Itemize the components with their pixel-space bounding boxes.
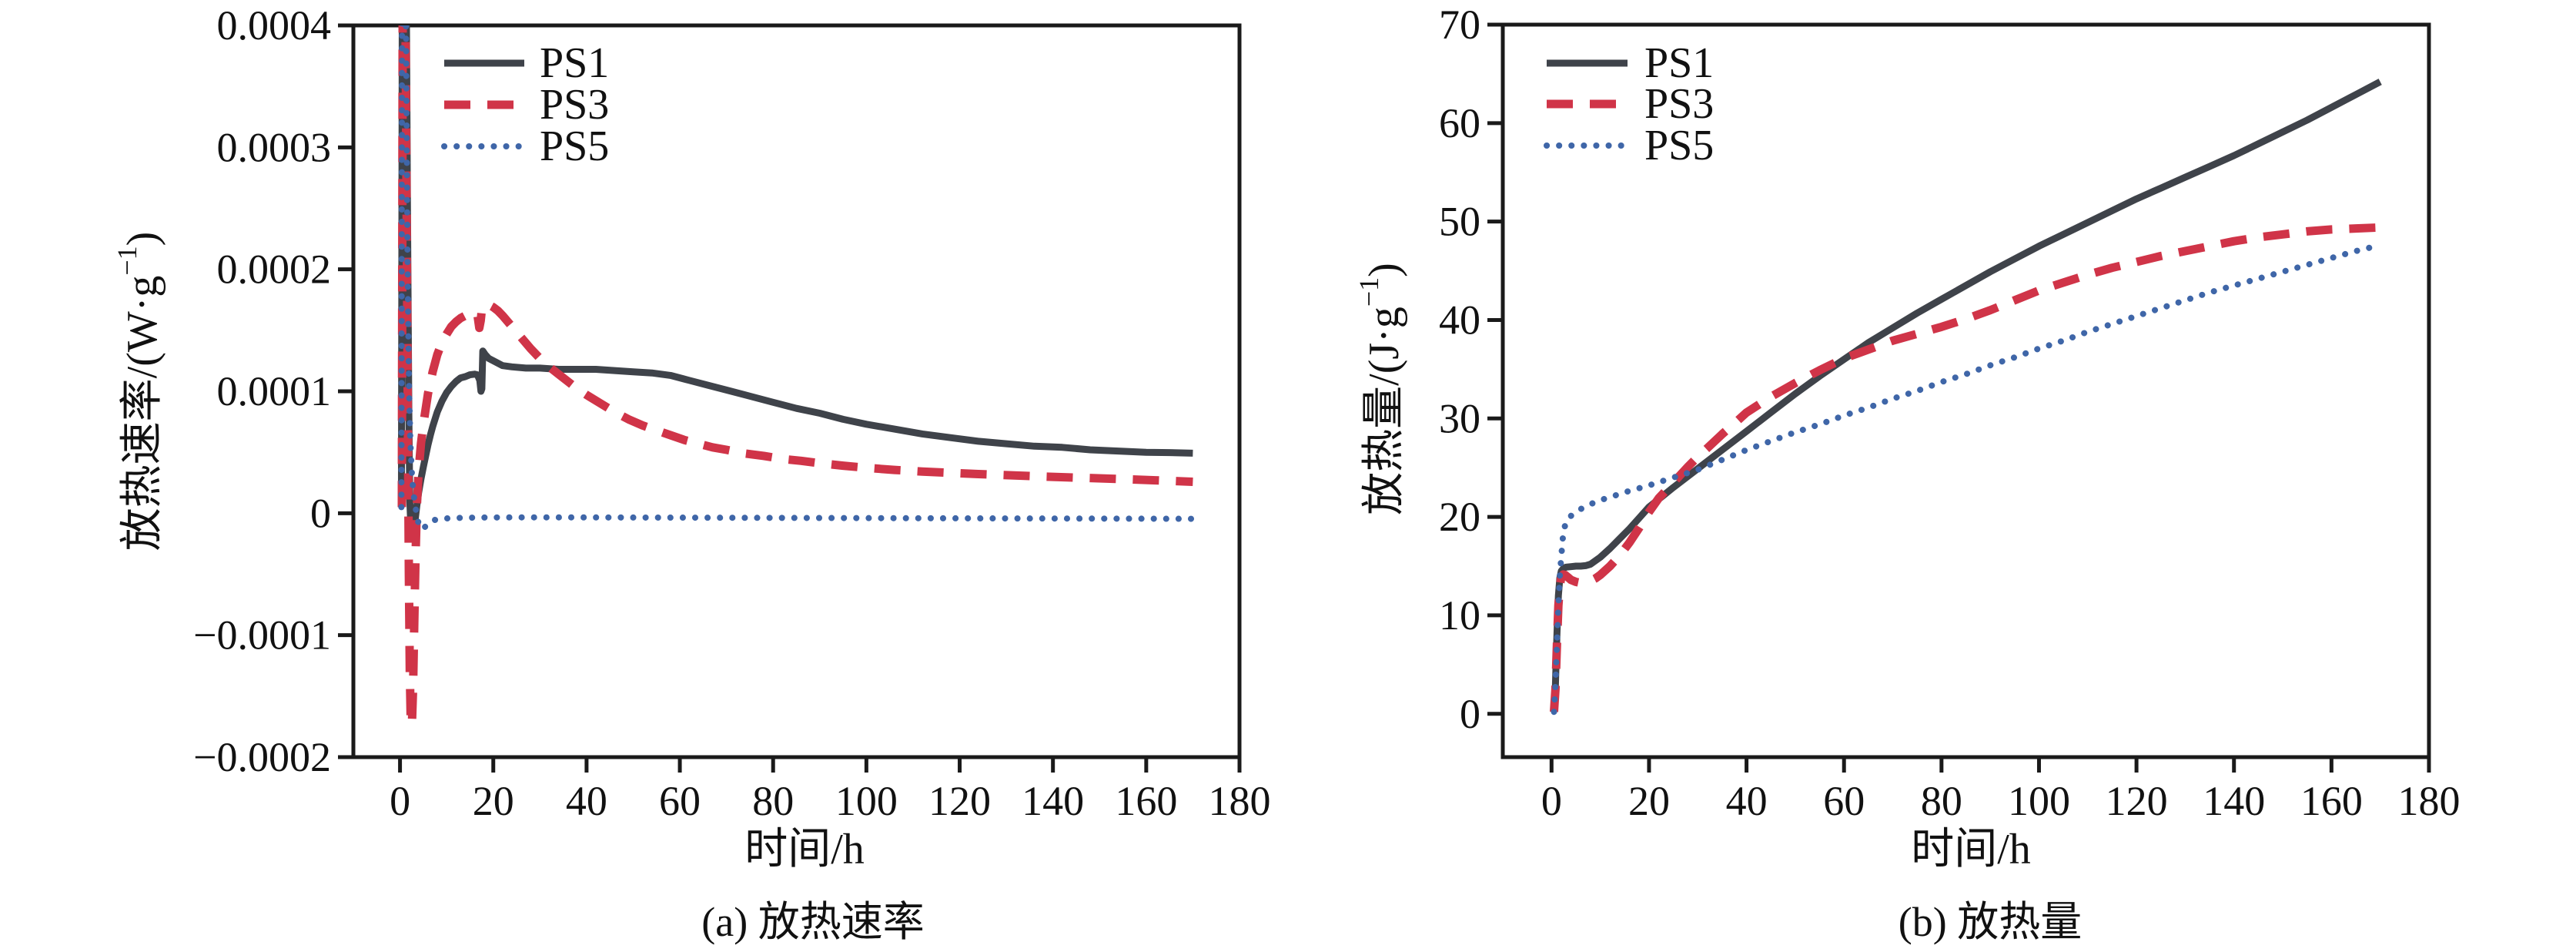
- x-tick-label: 80: [752, 778, 794, 824]
- series-ps3-line: [397, 25, 1193, 730]
- x-tick-label: 100: [835, 778, 898, 824]
- y-tick-label: −0.0001: [193, 612, 331, 659]
- series-ps1-line: [1551, 79, 2382, 712]
- x-tick-label: 120: [928, 778, 991, 824]
- x-tick-label: 20: [1628, 778, 1670, 824]
- legend-ps1-label: PS1: [1644, 39, 1714, 87]
- y-tick-label: 50: [1439, 199, 1480, 245]
- y-tick-label: 0: [310, 490, 331, 536]
- x-tick-label: 60: [659, 778, 701, 824]
- y-tick-label: 60: [1439, 100, 1480, 146]
- plot-border: [351, 23, 1242, 759]
- x-tick-label: 140: [2203, 778, 2265, 824]
- x-axis-title: 时间/h: [744, 826, 865, 873]
- x-tick-label: 40: [1726, 778, 1768, 824]
- y-tick-label: 0.0002: [217, 246, 332, 293]
- x-tick-label: 120: [2106, 778, 2168, 824]
- legend-ps1-label: PS1: [540, 39, 609, 87]
- x-tick-label: 180: [1209, 778, 1271, 824]
- x-tick-label: 40: [566, 778, 607, 824]
- series-ps3-line: [1550, 223, 2380, 712]
- legend-ps3-label: PS3: [1644, 80, 1714, 128]
- plot-border: [1500, 22, 2431, 759]
- series-ps5-line: [398, 25, 1196, 532]
- legend-ps3-label: PS3: [540, 81, 609, 129]
- y-tick-label: 40: [1439, 297, 1480, 343]
- legend-ps5-label: PS5: [540, 122, 609, 170]
- y-tick-label: −0.0002: [193, 734, 331, 780]
- caption-b: (b) 放热量: [1899, 899, 2082, 945]
- y-axis-title: 放热速率/(W·g−1): [112, 232, 166, 551]
- x-tick-label: 20: [473, 778, 514, 824]
- y-tick-label: 20: [1439, 494, 1480, 540]
- y-tick-label: 70: [1439, 2, 1480, 48]
- chart-b: 0 20 40 60 80 100 120 140 160 180706050403020100P…: [1353, 2, 2461, 945]
- x-tick-label: 60: [1823, 778, 1865, 824]
- y-tick-label: 30: [1439, 395, 1480, 441]
- y-tick-label: 0.0001: [217, 368, 332, 414]
- y-tick-label: 0.0003: [217, 124, 332, 170]
- caption-a: (a) 放热速率: [701, 899, 924, 945]
- y-tick-label: 10: [1439, 592, 1480, 639]
- x-tick-label: 0: [390, 778, 410, 824]
- x-tick-label: 140: [1022, 778, 1084, 824]
- x-axis-title: 时间/h: [1911, 826, 2031, 873]
- legend-ps5-label: PS5: [1644, 122, 1714, 169]
- x-tick-label: 180: [2398, 778, 2461, 824]
- y-tick-label: 0: [1460, 691, 1480, 737]
- y-tick-label: 0.0004: [217, 2, 332, 49]
- y-axis-title: 放热量/(J·g−1): [1353, 263, 1408, 515]
- x-tick-label: 80: [1921, 778, 1962, 824]
- x-tick-label: 0: [1541, 778, 1562, 824]
- chart-a: 0 20 40 60 80 100 120 140 160 180 0.0004 0.0003 0.00…: [112, 2, 1271, 945]
- x-tick-label: 100: [2008, 778, 2070, 824]
- x-tick-label: 160: [1115, 778, 1177, 824]
- x-tick-label: 160: [2300, 778, 2363, 824]
